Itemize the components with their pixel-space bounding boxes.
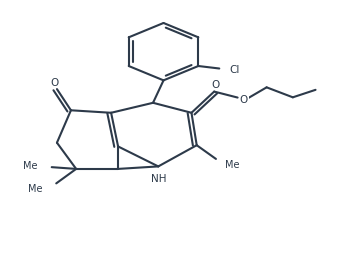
Text: Cl: Cl: [229, 64, 240, 74]
Text: O: O: [212, 80, 220, 90]
Text: Me: Me: [23, 161, 38, 170]
Text: NH: NH: [151, 174, 167, 184]
Text: O: O: [240, 94, 248, 104]
Text: O: O: [50, 77, 58, 87]
Text: Me: Me: [28, 184, 43, 194]
Text: Me: Me: [225, 159, 240, 169]
